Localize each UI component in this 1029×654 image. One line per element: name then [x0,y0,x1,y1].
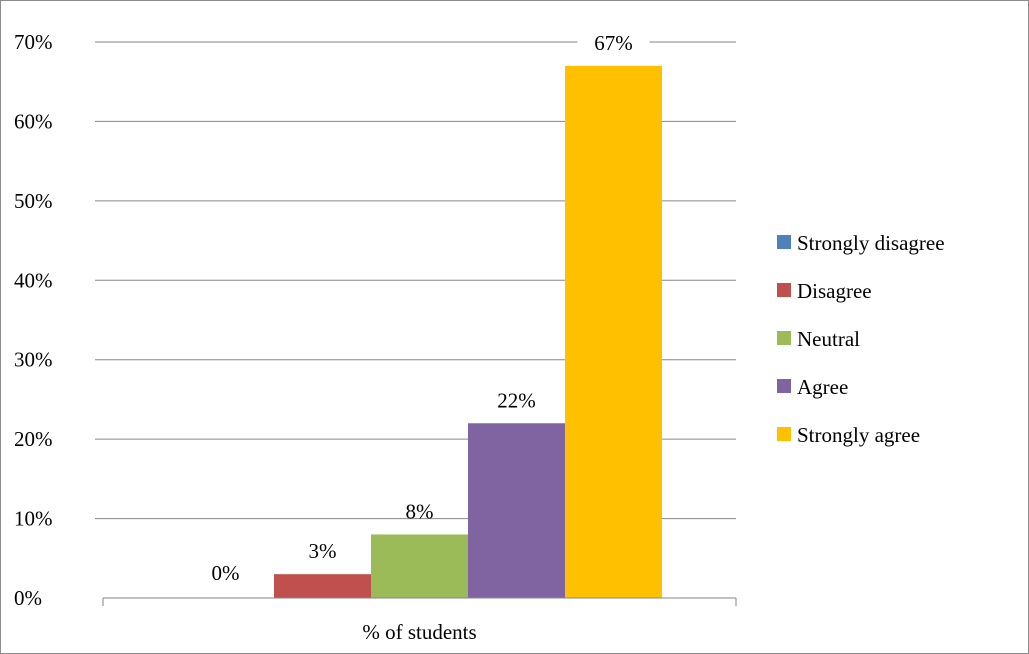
legend-swatch [777,235,791,249]
y-tick-label: 0% [14,586,42,610]
y-tick-label: 50% [14,189,53,213]
bar-neutral [371,534,468,598]
legend-swatch [777,379,791,393]
x-axis: % of students [102,597,737,644]
x-category-label: % of students [362,620,476,644]
legend-label: Disagree [797,279,872,303]
legend-swatch [777,331,791,345]
legend-swatch [777,283,791,297]
data-label: 0% [212,561,240,585]
y-tick-label: 40% [14,268,53,292]
legend-label: Strongly disagree [797,231,945,255]
legend-label: Agree [797,375,848,399]
data-labels: 0% 3% 8% 22% 67% [212,29,650,585]
legend-swatch [777,427,791,441]
bar-agree [468,423,565,598]
legend-label: Strongly agree [797,423,920,447]
bar-strongly-agree [565,65,662,599]
legend: Strongly disagree Disagree Neutral Agree Str… [777,231,945,447]
data-label-background [577,29,650,56]
y-tick-label: 60% [14,109,53,133]
data-label: 8% [406,499,434,523]
bars [274,65,662,599]
data-label: 67% [594,31,633,55]
legend-label: Neutral [797,327,860,351]
data-label: 22% [497,388,536,412]
gridlines [95,41,736,520]
y-axis-tick-labels: 0% 10% 20% 30% 40% 50% 60% 70% [14,30,53,610]
y-tick-label: 20% [14,427,53,451]
data-label: 3% [309,539,337,563]
y-tick-label: 70% [14,30,53,54]
bar-disagree [274,574,371,598]
y-tick-label: 30% [14,348,53,372]
y-tick-label: 10% [14,507,53,531]
